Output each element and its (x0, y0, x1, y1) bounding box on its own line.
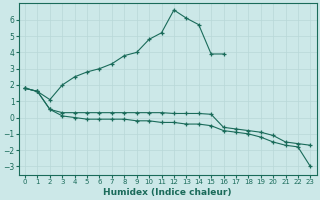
X-axis label: Humidex (Indice chaleur): Humidex (Indice chaleur) (103, 188, 232, 197)
